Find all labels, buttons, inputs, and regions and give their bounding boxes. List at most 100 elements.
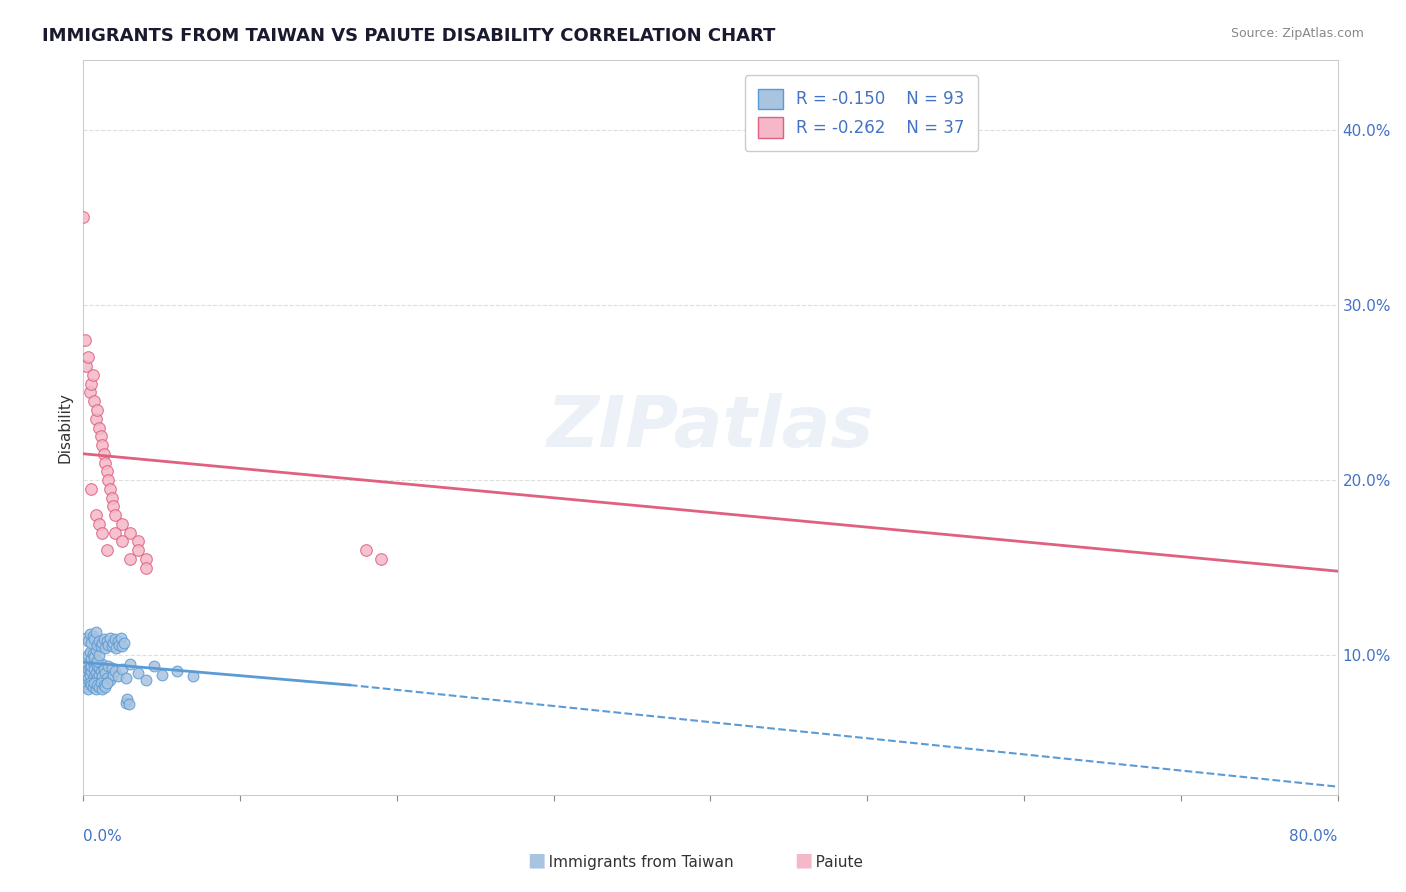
Point xyxy=(127,543,149,558)
Text: 0.0%: 0.0% xyxy=(83,829,122,844)
Point xyxy=(107,669,129,683)
Point xyxy=(79,667,101,681)
Point xyxy=(96,464,118,478)
Point xyxy=(87,634,110,648)
Point xyxy=(77,671,100,685)
Point xyxy=(101,667,124,681)
Point xyxy=(84,625,107,640)
Point xyxy=(111,516,134,531)
Point xyxy=(94,456,117,470)
Point xyxy=(101,500,124,514)
Point xyxy=(73,678,96,692)
Point xyxy=(82,680,104,694)
Point xyxy=(135,552,157,566)
Point xyxy=(86,671,108,685)
Point xyxy=(80,678,103,692)
Point xyxy=(82,655,104,669)
Point xyxy=(77,351,100,365)
Point xyxy=(181,669,204,683)
Point xyxy=(91,438,114,452)
Point xyxy=(80,652,103,666)
Point xyxy=(111,534,134,549)
Point xyxy=(120,657,142,671)
Point xyxy=(77,662,100,676)
Point xyxy=(86,658,108,673)
Point xyxy=(87,648,110,663)
Point xyxy=(96,634,118,648)
Point xyxy=(96,676,118,690)
Point xyxy=(111,640,134,654)
Point xyxy=(75,359,97,374)
Point xyxy=(93,662,115,676)
Point xyxy=(73,333,96,347)
Point xyxy=(166,664,188,678)
Point xyxy=(87,420,110,434)
Point xyxy=(80,636,103,650)
Point xyxy=(83,632,105,647)
Point xyxy=(93,678,115,692)
Point xyxy=(75,631,97,645)
Point xyxy=(79,676,101,690)
Point xyxy=(75,680,97,694)
Point xyxy=(111,662,134,676)
Point xyxy=(100,491,122,505)
Point xyxy=(90,664,112,678)
Point xyxy=(115,692,138,706)
Point xyxy=(370,552,392,566)
Point xyxy=(114,671,136,685)
Point xyxy=(96,543,118,558)
Point xyxy=(86,678,108,692)
Point xyxy=(84,674,107,689)
Point xyxy=(84,411,107,425)
Point xyxy=(91,657,114,671)
Point xyxy=(104,664,127,678)
Text: Paiute: Paiute xyxy=(801,855,863,870)
Point xyxy=(142,658,165,673)
Legend: R = -0.150    N = 93, R = -0.262    N = 37: R = -0.150 N = 93, R = -0.262 N = 37 xyxy=(745,75,979,151)
Point xyxy=(108,638,131,652)
Point xyxy=(77,634,100,648)
Point xyxy=(90,673,112,687)
Point xyxy=(72,674,94,689)
Point xyxy=(97,658,120,673)
Point xyxy=(87,516,110,531)
Point xyxy=(98,673,121,687)
Point xyxy=(86,653,108,667)
Text: 80.0%: 80.0% xyxy=(1289,829,1337,844)
Point xyxy=(97,638,120,652)
Point xyxy=(114,696,136,710)
Point xyxy=(86,638,108,652)
Point xyxy=(79,627,101,641)
Point xyxy=(90,640,112,654)
Point xyxy=(82,368,104,382)
Point xyxy=(150,667,173,681)
Point xyxy=(82,673,104,687)
Point xyxy=(118,698,141,712)
Point xyxy=(83,669,105,683)
Point xyxy=(135,560,157,574)
Point xyxy=(83,394,105,409)
Point xyxy=(120,525,142,540)
Point xyxy=(87,667,110,681)
Text: ■: ■ xyxy=(527,851,546,870)
Point xyxy=(84,643,107,657)
Point xyxy=(80,664,103,678)
Point xyxy=(98,631,121,645)
Point xyxy=(77,681,100,696)
Point xyxy=(104,508,127,522)
Point xyxy=(93,632,115,647)
Point xyxy=(90,429,112,443)
Point xyxy=(87,680,110,694)
Point xyxy=(96,671,118,685)
Point xyxy=(94,680,117,694)
Point xyxy=(94,641,117,656)
Point xyxy=(72,211,94,225)
Point xyxy=(112,636,135,650)
Point xyxy=(104,525,127,540)
Point xyxy=(82,647,104,661)
Point xyxy=(79,385,101,400)
Text: Source: ZipAtlas.com: Source: ZipAtlas.com xyxy=(1230,27,1364,40)
Point xyxy=(105,641,128,656)
Point xyxy=(82,629,104,643)
Point xyxy=(91,681,114,696)
